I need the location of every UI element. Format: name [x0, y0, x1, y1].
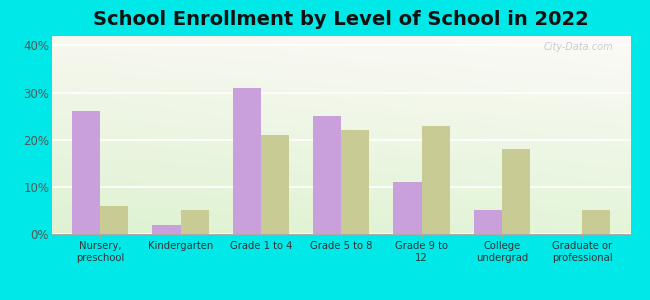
- Bar: [261, 135, 289, 234]
- Bar: [422, 126, 450, 234]
- Bar: [100, 206, 128, 234]
- Bar: [393, 182, 422, 234]
- Bar: [153, 225, 181, 234]
- Text: City-Data.com: City-Data.com: [543, 42, 613, 52]
- Bar: [233, 88, 261, 234]
- Bar: [474, 210, 502, 234]
- Title: School Enrollment by Level of School in 2022: School Enrollment by Level of School in …: [94, 10, 589, 29]
- Bar: [502, 149, 530, 234]
- Bar: [72, 111, 100, 234]
- Bar: [313, 116, 341, 234]
- Bar: [181, 210, 209, 234]
- Bar: [582, 210, 610, 234]
- Bar: [341, 130, 369, 234]
